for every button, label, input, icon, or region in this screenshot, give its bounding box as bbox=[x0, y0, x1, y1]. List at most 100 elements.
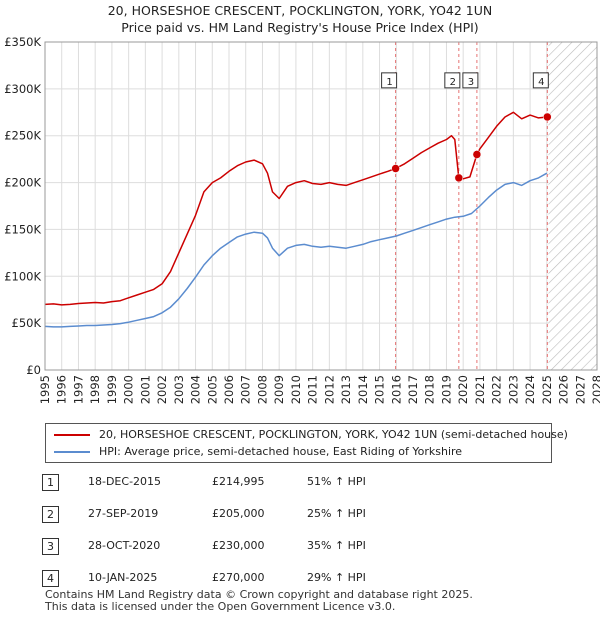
sale-number-box bbox=[381, 72, 398, 89]
footer: Contains HM Land Registry data © Crown c… bbox=[45, 589, 473, 613]
y-tick-label: £200K bbox=[4, 176, 41, 190]
sale-hpi-change: 29% ↑ HPI bbox=[307, 571, 366, 584]
sale-date: 10-JAN-2025 bbox=[88, 571, 158, 584]
y-tick-label: £350K bbox=[4, 35, 41, 49]
x-tick-label: 2006 bbox=[222, 375, 236, 404]
sale-hpi-change: 51% ↑ HPI bbox=[307, 475, 366, 488]
chart-title-line1: 20, HORSESHOE CRESCENT, POCKLINGTON, YOR… bbox=[107, 3, 493, 18]
sale-number-badge: 4 bbox=[42, 570, 59, 587]
sale-price: £205,000 bbox=[212, 507, 265, 520]
sale-number-label: 3 bbox=[462, 72, 479, 89]
sale-date: 27-SEP-2019 bbox=[88, 507, 159, 520]
series-line-property bbox=[44, 111, 548, 306]
sale-point bbox=[472, 150, 482, 159]
sale-number-label: 4 bbox=[532, 72, 549, 89]
sale-number-label: 1 bbox=[381, 72, 398, 89]
sale-price: £270,000 bbox=[212, 571, 265, 584]
x-tick-label: 2015 bbox=[373, 375, 387, 404]
x-tick-label: 1997 bbox=[71, 375, 85, 404]
footer-licence: This data is licensed under the Open Gov… bbox=[45, 600, 396, 613]
table-row: 3 28-OCT-2020 £230,000 35% ↑ HPI bbox=[42, 536, 562, 556]
table-row: 1 18-DEC-2015 £214,995 51% ↑ HPI bbox=[42, 472, 562, 492]
table-row: 4 10-JAN-2025 £270,000 29% ↑ HPI bbox=[42, 568, 562, 588]
sale-number-box bbox=[462, 72, 479, 89]
sale-number-text: 2 bbox=[450, 77, 456, 88]
sale-number-badge: 1 bbox=[42, 474, 59, 491]
axes: £0 £50K £100K £150K £200K £250K £300K £350K 1995… bbox=[4, 35, 600, 404]
legend-swatch-hpi bbox=[54, 451, 90, 453]
sale-number-text: 4 bbox=[538, 77, 544, 88]
x-tick-label: 2019 bbox=[439, 375, 453, 404]
plot-area bbox=[45, 42, 597, 370]
series-lines bbox=[44, 111, 548, 328]
sale-number-labels: 1 2 3 4 bbox=[381, 72, 549, 89]
legend: 20, HORSESHOE CRESCENT, POCKLINGTON, YOR… bbox=[45, 423, 568, 463]
x-tick-label: 2011 bbox=[306, 375, 320, 404]
sale-number-box bbox=[444, 72, 461, 89]
sale-hpi-change: 35% ↑ HPI bbox=[307, 539, 366, 552]
legend-label-hpi: HPI: Average price, semi-detached house,… bbox=[99, 445, 463, 458]
x-tick-label: 2003 bbox=[172, 375, 186, 404]
x-tick-label: 2023 bbox=[506, 375, 520, 404]
sale-number-label: 2 bbox=[444, 72, 461, 89]
x-tick-label: 1998 bbox=[88, 375, 102, 404]
series-line-hpi bbox=[44, 172, 548, 328]
legend-swatch-property bbox=[54, 434, 90, 436]
x-tick-label: 2014 bbox=[356, 375, 370, 404]
y-tick-label: £150K bbox=[4, 222, 41, 236]
x-tick-label: 2009 bbox=[272, 375, 286, 404]
x-tick-label: 2013 bbox=[339, 375, 353, 404]
x-tick-label: 2010 bbox=[289, 375, 303, 404]
x-tick-label: 2016 bbox=[389, 375, 403, 404]
x-tick-label: 2021 bbox=[473, 375, 487, 404]
x-tick-label: 2001 bbox=[138, 375, 152, 404]
chart-title: 20, HORSESHOE CRESCENT, POCKLINGTON, YOR… bbox=[0, 2, 600, 36]
price-chart: 1 2 3 4 £0 £50K £100K £150K £200K £250K £300K £350… bbox=[4, 35, 600, 404]
forecast-shading bbox=[548, 42, 597, 370]
x-tick-label: 2025 bbox=[540, 375, 554, 404]
y-tick-label: £50K bbox=[12, 316, 42, 330]
sale-price: £214,995 bbox=[212, 475, 265, 488]
sale-number-text: 3 bbox=[468, 77, 474, 88]
sale-point bbox=[543, 112, 552, 122]
x-tick-label: 2008 bbox=[255, 375, 269, 404]
sale-number-box bbox=[532, 72, 549, 89]
y-tick-label: £100K bbox=[4, 269, 41, 283]
x-tick-label: 2022 bbox=[490, 375, 504, 404]
x-tick-label: 2026 bbox=[557, 375, 571, 404]
sale-point bbox=[454, 173, 464, 183]
footer-copyright: Contains HM Land Registry data © Crown c… bbox=[45, 588, 473, 601]
y-tick-label: £0 bbox=[26, 363, 41, 377]
sale-point bbox=[391, 164, 400, 173]
y-tick-label: £250K bbox=[4, 129, 41, 143]
x-tick-label: 2002 bbox=[155, 375, 169, 404]
x-tick-label: 2005 bbox=[205, 375, 219, 404]
x-tick-label: 1996 bbox=[55, 375, 69, 404]
x-tick-label: 2020 bbox=[456, 375, 470, 404]
plot-background bbox=[45, 42, 597, 370]
sale-date: 28-OCT-2020 bbox=[88, 539, 161, 552]
sale-marker-lines bbox=[395, 42, 548, 370]
x-tick-label: 2004 bbox=[189, 375, 203, 404]
x-tick-label: 1995 bbox=[38, 375, 52, 404]
plot-frame bbox=[44, 41, 598, 371]
x-tick-label: 2028 bbox=[590, 375, 600, 404]
x-tick-label: 2012 bbox=[322, 375, 336, 404]
sale-number-badge: 3 bbox=[42, 538, 59, 555]
sale-date: 18-DEC-2015 bbox=[88, 475, 162, 488]
forecast-hatch-region bbox=[548, 42, 597, 370]
x-tick-label: 2027 bbox=[573, 375, 587, 404]
x-tick-label: 2024 bbox=[523, 375, 537, 404]
x-tick-label: 2000 bbox=[122, 375, 136, 404]
legend-label-property: 20, HORSESHOE CRESCENT, POCKLINGTON, YOR… bbox=[99, 428, 568, 441]
sale-hpi-change: 25% ↑ HPI bbox=[307, 507, 366, 520]
x-tick-label: 2017 bbox=[406, 375, 420, 404]
x-tick-label: 2018 bbox=[423, 375, 437, 404]
x-tick-label: 1999 bbox=[105, 375, 119, 404]
table-row: 2 27-SEP-2019 £205,000 25% ↑ HPI bbox=[42, 504, 562, 524]
sale-number-badge: 2 bbox=[42, 506, 59, 523]
y-tick-label: £300K bbox=[4, 82, 41, 96]
chart-title-line2: Price paid vs. HM Land Registry's House … bbox=[121, 20, 479, 35]
x-tick-label: 2007 bbox=[239, 375, 253, 404]
sale-price: £230,000 bbox=[212, 539, 265, 552]
